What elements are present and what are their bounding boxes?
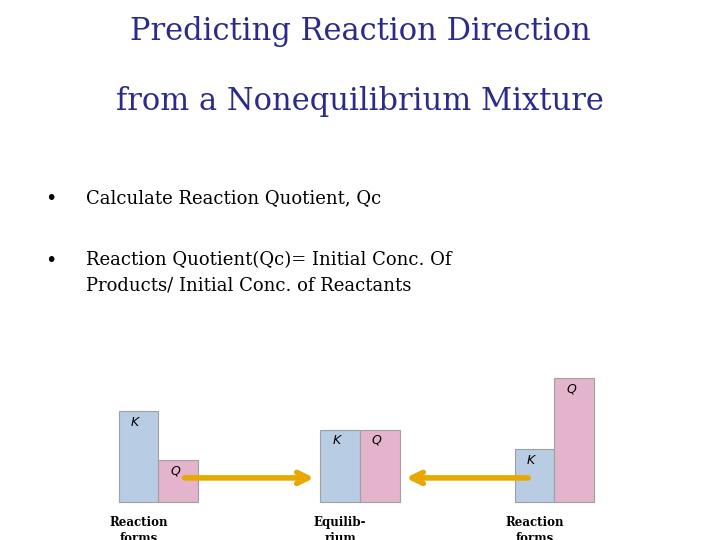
Text: •: • bbox=[45, 189, 56, 208]
Bar bbox=[360, 430, 400, 502]
Text: Equilib-
rium: Equilib- rium bbox=[314, 516, 366, 540]
Text: Reaction
forms
products: Reaction forms products bbox=[109, 516, 168, 540]
Bar bbox=[158, 460, 198, 502]
Text: from a Nonequilibrium Mixture: from a Nonequilibrium Mixture bbox=[116, 86, 604, 117]
Bar bbox=[515, 449, 554, 502]
Text: Q: Q bbox=[171, 464, 180, 477]
Bar bbox=[554, 378, 594, 502]
Text: Reaction
forms
reactants: Reaction forms reactants bbox=[503, 516, 566, 540]
Text: K: K bbox=[131, 416, 139, 429]
Text: Q: Q bbox=[372, 434, 382, 447]
Text: Calculate Reaction Quotient, Qc: Calculate Reaction Quotient, Qc bbox=[86, 189, 382, 207]
Text: Predicting Reaction Direction: Predicting Reaction Direction bbox=[130, 16, 590, 47]
Text: K: K bbox=[526, 454, 535, 467]
Text: •: • bbox=[45, 251, 56, 270]
Text: Q: Q bbox=[566, 382, 576, 395]
Text: K: K bbox=[333, 434, 341, 447]
Bar bbox=[320, 430, 360, 502]
Bar bbox=[119, 411, 158, 502]
Text: Reaction Quotient(Qc)= Initial Conc. Of
Products/ Initial Conc. of Reactants: Reaction Quotient(Qc)= Initial Conc. Of … bbox=[86, 251, 452, 294]
